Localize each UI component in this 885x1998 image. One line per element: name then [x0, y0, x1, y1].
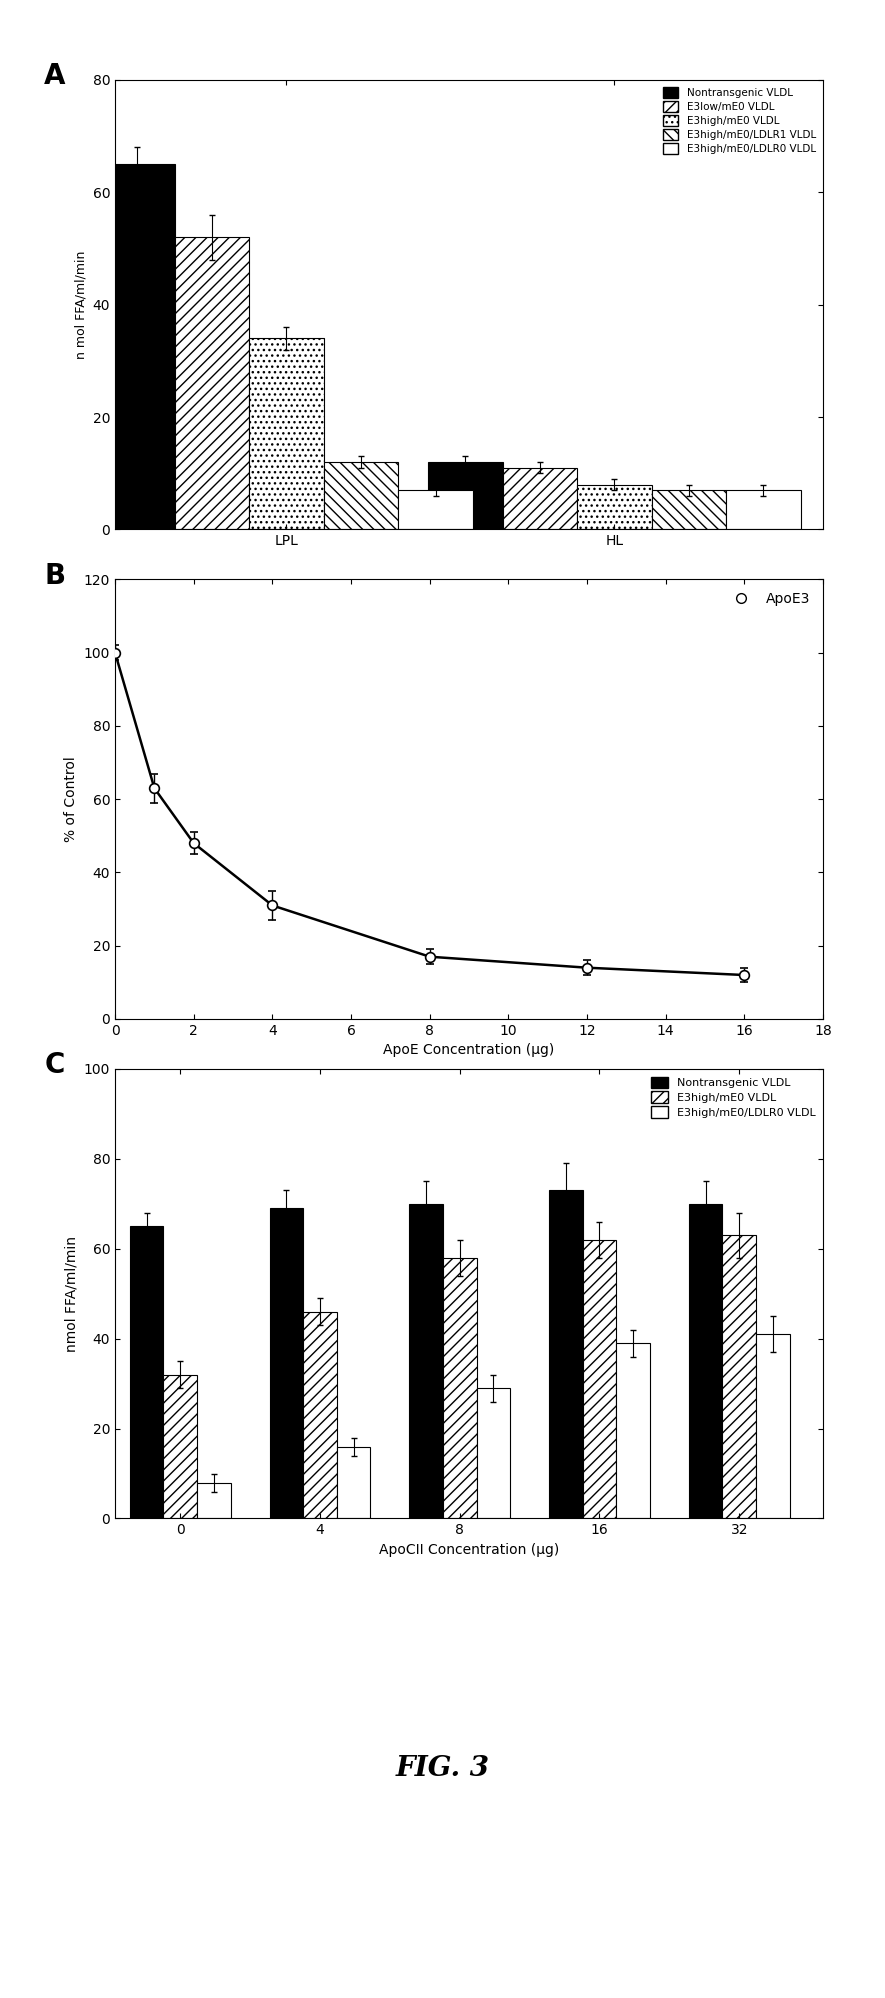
- Text: B: B: [44, 561, 65, 589]
- Bar: [100, 164, 174, 529]
- Bar: [651, 490, 727, 529]
- Bar: [164, 1375, 197, 1518]
- Bar: [130, 1227, 164, 1518]
- X-axis label: ApoCII Concentration (μg): ApoCII Concentration (μg): [379, 1542, 559, 1556]
- Bar: [428, 462, 503, 529]
- Y-axis label: % of Control: % of Control: [65, 757, 78, 841]
- Bar: [616, 1343, 650, 1518]
- Bar: [304, 1313, 337, 1518]
- Bar: [174, 238, 250, 529]
- Bar: [197, 1483, 231, 1518]
- Text: A: A: [44, 62, 65, 90]
- Text: C: C: [44, 1051, 65, 1079]
- Legend: ApoE3: ApoE3: [722, 585, 816, 611]
- Bar: [476, 1389, 510, 1518]
- Bar: [727, 490, 801, 529]
- Bar: [270, 1209, 304, 1518]
- Bar: [689, 1203, 722, 1518]
- Bar: [410, 1203, 443, 1518]
- Bar: [324, 462, 398, 529]
- Legend: Nontransgenic VLDL, E3low/mE0 VLDL, E3high/mE0 VLDL, E3high/mE0/LDLR1 VLDL, E3hi: Nontransgenic VLDL, E3low/mE0 VLDL, E3hi…: [660, 86, 818, 156]
- Legend: Nontransgenic VLDL, E3high/mE0 VLDL, E3high/mE0/LDLR0 VLDL: Nontransgenic VLDL, E3high/mE0 VLDL, E3h…: [649, 1075, 818, 1121]
- Y-axis label: nmol FFA/ml/min: nmol FFA/ml/min: [65, 1235, 78, 1353]
- Bar: [337, 1447, 370, 1518]
- Text: FIG. 3: FIG. 3: [396, 1754, 489, 1782]
- Bar: [398, 490, 473, 529]
- Bar: [577, 486, 651, 529]
- Bar: [550, 1191, 582, 1518]
- Bar: [250, 338, 324, 529]
- X-axis label: ApoE Concentration (μg): ApoE Concentration (μg): [383, 1043, 555, 1057]
- Bar: [722, 1235, 756, 1518]
- Y-axis label: n mol FFA/ml/min: n mol FFA/ml/min: [74, 250, 87, 360]
- Bar: [503, 468, 577, 529]
- Bar: [756, 1335, 789, 1518]
- Bar: [582, 1239, 616, 1518]
- Bar: [443, 1259, 476, 1518]
